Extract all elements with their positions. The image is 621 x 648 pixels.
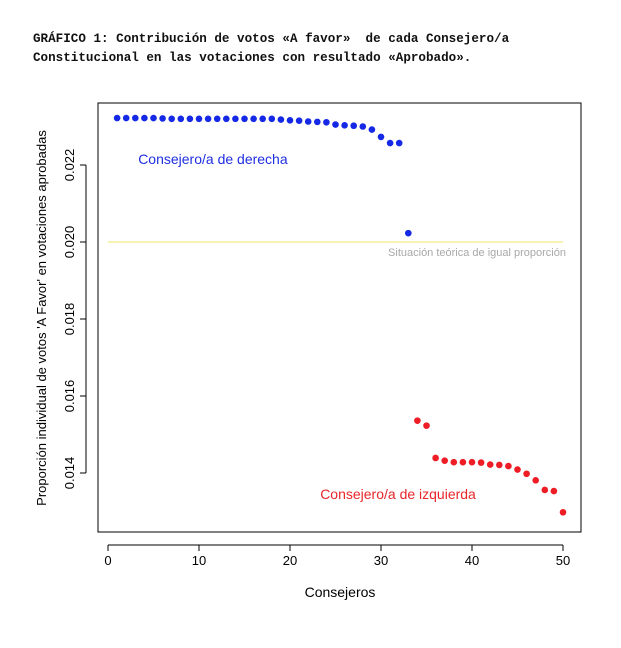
point-izquierda: [468, 458, 476, 466]
label-izquierda: Consejero/a de izquierda: [320, 486, 476, 502]
y-tick-label: 0.020: [62, 226, 77, 259]
point-derecha: [113, 114, 121, 122]
point-derecha: [241, 115, 248, 123]
figure-caption: GRÁFICO 1: Contribución de votos «A favo…: [33, 30, 613, 68]
point-derecha: [304, 118, 312, 125]
equal-proportion-label: Situación teórica de igual proporción: [388, 247, 566, 259]
label-derecha: Consejero/a de derecha: [138, 151, 288, 167]
point-derecha: [259, 115, 267, 123]
point-derecha: [341, 122, 348, 129]
point-derecha: [204, 115, 212, 123]
points-layer: [113, 114, 567, 516]
point-izquierda: [505, 462, 512, 470]
axes-layer: 0 10 20 30 40 50 0.014 0.016 0.018 0.020 0.022: [62, 149, 570, 568]
caption-line-2: Constitucional en las votaciones con res…: [33, 51, 472, 65]
point-derecha: [186, 115, 194, 123]
point-derecha: [314, 118, 321, 126]
point-derecha: [295, 117, 303, 125]
point-izquierda: [459, 458, 467, 466]
x-tick-label: 20: [283, 553, 297, 568]
point-izquierda: [541, 486, 549, 494]
point-izquierda: [523, 470, 530, 478]
point-derecha: [122, 114, 130, 122]
point-derecha: [268, 115, 276, 123]
y-tick-label: 0.014: [62, 457, 77, 490]
y-tick-label: 0.018: [62, 303, 77, 336]
point-izquierda: [486, 461, 494, 468]
point-derecha: [386, 139, 394, 147]
point-derecha: [168, 115, 175, 123]
point-derecha: [395, 139, 403, 147]
point-izquierda: [432, 454, 439, 462]
point-izquierda: [559, 508, 567, 516]
point-derecha: [323, 118, 330, 126]
caption-line-1: GRÁFICO 1: Contribución de votos «A favo…: [33, 32, 510, 46]
x-tick-label: 0: [104, 553, 111, 568]
point-derecha: [232, 115, 239, 123]
point-derecha: [213, 115, 221, 123]
x-tick-label: 50: [556, 553, 570, 568]
annotations-layer: Consejero/a de derecha Consejero/a de izq…: [138, 151, 476, 502]
plot-frame: [97, 102, 582, 533]
y-tick-label: 0.016: [62, 380, 77, 413]
point-derecha: [223, 115, 230, 123]
point-izquierda: [477, 459, 485, 466]
reference-layer: Situación teórica de igual proporción: [108, 241, 566, 259]
point-izquierda: [550, 487, 558, 495]
point-derecha: [132, 114, 139, 122]
point-izquierda: [423, 422, 430, 429]
point-izquierda: [496, 461, 503, 469]
point-derecha: [250, 115, 257, 123]
point-izquierda: [414, 417, 421, 424]
x-axis-title: Consejeros: [305, 584, 376, 600]
point-derecha: [141, 114, 148, 122]
y-axis-title: Proporción individual de votos 'A Favor'…: [34, 130, 49, 506]
point-derecha: [277, 116, 285, 123]
point-derecha: [350, 122, 358, 130]
point-derecha: [177, 115, 185, 123]
point-derecha: [159, 115, 166, 122]
point-izquierda: [441, 457, 449, 464]
point-izquierda: [532, 477, 539, 484]
point-derecha: [150, 114, 157, 122]
point-derecha: [368, 126, 376, 133]
point-izquierda: [514, 466, 521, 473]
point-izquierda: [450, 458, 458, 466]
point-derecha: [377, 133, 385, 141]
point-derecha: [405, 229, 412, 237]
point-derecha: [359, 123, 367, 130]
x-tick-label: 40: [465, 553, 479, 568]
x-tick-label: 30: [374, 553, 388, 568]
y-tick-label: 0.022: [62, 149, 77, 182]
point-derecha: [332, 121, 339, 128]
point-derecha: [195, 115, 203, 123]
point-derecha: [286, 117, 294, 124]
x-tick-label: 10: [192, 553, 206, 568]
